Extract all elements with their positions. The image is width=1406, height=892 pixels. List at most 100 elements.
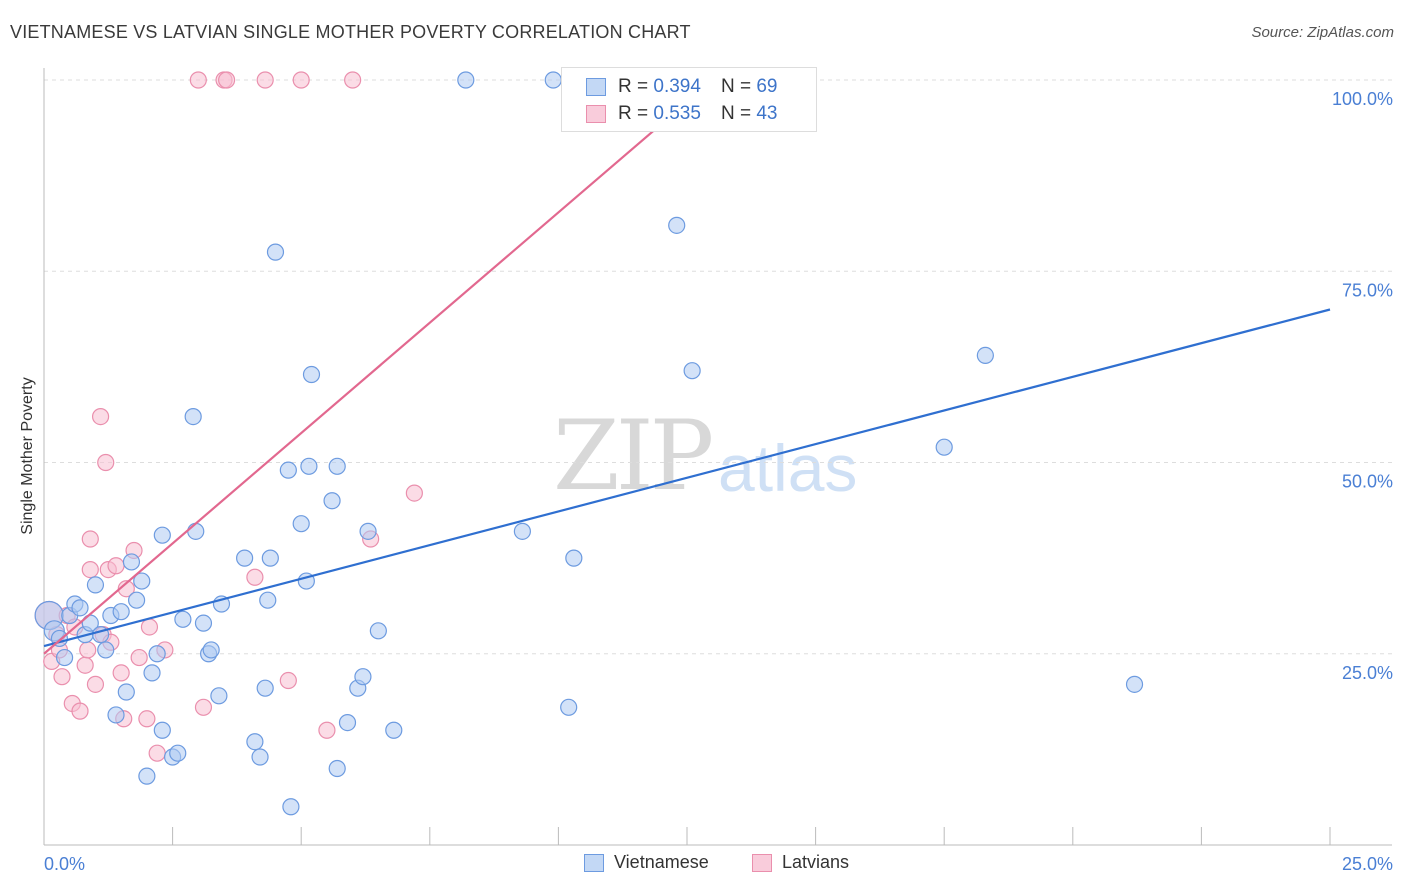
vietnamese-point <box>354 668 372 686</box>
vietnamese-point <box>302 365 321 384</box>
y-tick-label: 100.0% <box>1332 89 1393 109</box>
latvians-point <box>318 721 336 739</box>
latvians-point <box>256 71 274 89</box>
vietnamese-point <box>338 713 357 732</box>
vietnamese-point <box>1125 675 1144 693</box>
vietnamese-trend-line <box>43 308 1331 648</box>
legend-row-vietnamese: R = 0.394 N = 69 <box>586 74 777 100</box>
latvians-point <box>189 71 207 89</box>
latvians-point <box>194 698 213 716</box>
latvians-point <box>91 408 110 426</box>
vietnamese-point <box>210 687 228 705</box>
vietnamese-point <box>266 243 285 261</box>
vietnamese-point <box>976 346 994 364</box>
vietnamese-point <box>935 438 953 456</box>
vietnamese-legend-label: Vietnamese <box>614 852 709 872</box>
latvians-point <box>218 71 236 89</box>
watermark-atlas: atlas <box>718 431 858 505</box>
latvians-point <box>130 648 148 667</box>
latvians-point <box>405 484 423 502</box>
latvians-trend-line <box>43 79 714 655</box>
vietnamese-point <box>279 461 297 479</box>
latvians-point <box>81 560 99 579</box>
vietnamese-point <box>560 698 578 716</box>
vietnamese-point <box>184 408 202 426</box>
latvians-point <box>79 641 97 659</box>
latvians-point <box>76 656 94 674</box>
stats-legend: R = 0.394 N = 69 R = 0.535 N = 43 <box>561 67 817 132</box>
vietnamese-point <box>112 603 130 621</box>
chart-title: VIETNAMESE VS LATVIAN SINGLE MOTHER POVE… <box>10 22 691 42</box>
vietnamese-point <box>328 759 346 778</box>
latvians-point <box>279 671 297 690</box>
x-tick-label: 0.0% <box>44 854 85 874</box>
latvians-point <box>53 668 71 686</box>
vietnamese-point <box>236 549 254 567</box>
r-label: R = <box>618 76 649 97</box>
vietnamese-point <box>86 576 105 594</box>
vietnamese-point <box>169 744 187 762</box>
vietnamese-point <box>153 721 171 739</box>
vietnamese-point <box>133 572 151 590</box>
vietnamese-point <box>127 591 146 609</box>
watermark-zip: ZIP <box>553 400 714 512</box>
bottom-legend-vietnamese[interactable]: Vietnamese <box>584 852 709 873</box>
latvians-swatch <box>586 105 606 123</box>
vietnamese-point <box>122 553 141 571</box>
latvians-point <box>344 71 362 89</box>
source-label: Source: ZipAtlas.com <box>1251 24 1394 41</box>
vietnamese-point <box>143 664 161 682</box>
vietnamese-point <box>202 641 220 659</box>
vietnamese-point <box>292 515 310 533</box>
latvians-point <box>140 618 159 636</box>
vietnamese-point <box>187 522 205 540</box>
latvians-point <box>148 744 166 762</box>
vietnamese-point <box>97 641 115 659</box>
vietnamese-point <box>138 767 156 785</box>
latvians-point <box>71 702 89 720</box>
latvians-r-value: 0.535 <box>653 103 701 124</box>
vietnamese-point <box>259 591 277 609</box>
vietnamese-point <box>251 748 269 766</box>
vietnamese-point <box>153 526 171 544</box>
y-tick-label: 75.0% <box>1342 280 1393 300</box>
vietnamese-point <box>194 614 213 632</box>
legend-row-latvians: R = 0.535 N = 43 <box>586 101 777 127</box>
vietnamese-point <box>148 645 166 663</box>
vietnamese-point <box>107 706 125 724</box>
latvians-legend-label: Latvians <box>782 852 850 872</box>
vietnamese-legend-swatch <box>584 853 604 872</box>
latvians-point <box>112 664 130 682</box>
bottom-legend-latvians[interactable]: Latvians <box>752 852 849 873</box>
latvians-n-value: 43 <box>756 103 778 124</box>
latvians-point <box>107 557 125 575</box>
vietnamese-point <box>256 679 274 697</box>
latvians-point <box>138 710 156 728</box>
vietnamese-point <box>544 71 562 89</box>
vietnamese-swatch <box>586 78 606 96</box>
latvians-point <box>97 453 115 472</box>
vietnamese-point <box>246 733 264 751</box>
vietnamese-point <box>261 549 279 567</box>
latvians-point <box>86 675 105 693</box>
vietnamese-point <box>668 216 686 234</box>
vietnamese-point <box>359 522 377 540</box>
r-label: R = <box>618 103 649 124</box>
vietnamese-point <box>513 522 531 540</box>
x-tick-label: 25.0% <box>1342 854 1393 874</box>
vietnamese-point <box>565 549 583 567</box>
vietnamese-point <box>55 648 74 667</box>
vietnamese-point <box>174 610 192 628</box>
y-tick-label: 25.0% <box>1342 663 1393 683</box>
vietnamese-n-value: 69 <box>756 76 778 97</box>
latvians-point <box>292 71 310 89</box>
vietnamese-point <box>457 71 475 89</box>
vietnamese-point <box>300 457 318 475</box>
n-label: N = <box>720 103 752 124</box>
vietnamese-point <box>71 599 89 617</box>
vietnamese-point <box>683 362 701 380</box>
latvians-legend-swatch <box>752 853 772 872</box>
latvians-point <box>81 530 99 548</box>
vietnamese-point <box>369 622 387 640</box>
vietnamese-r-value: 0.394 <box>653 76 701 97</box>
